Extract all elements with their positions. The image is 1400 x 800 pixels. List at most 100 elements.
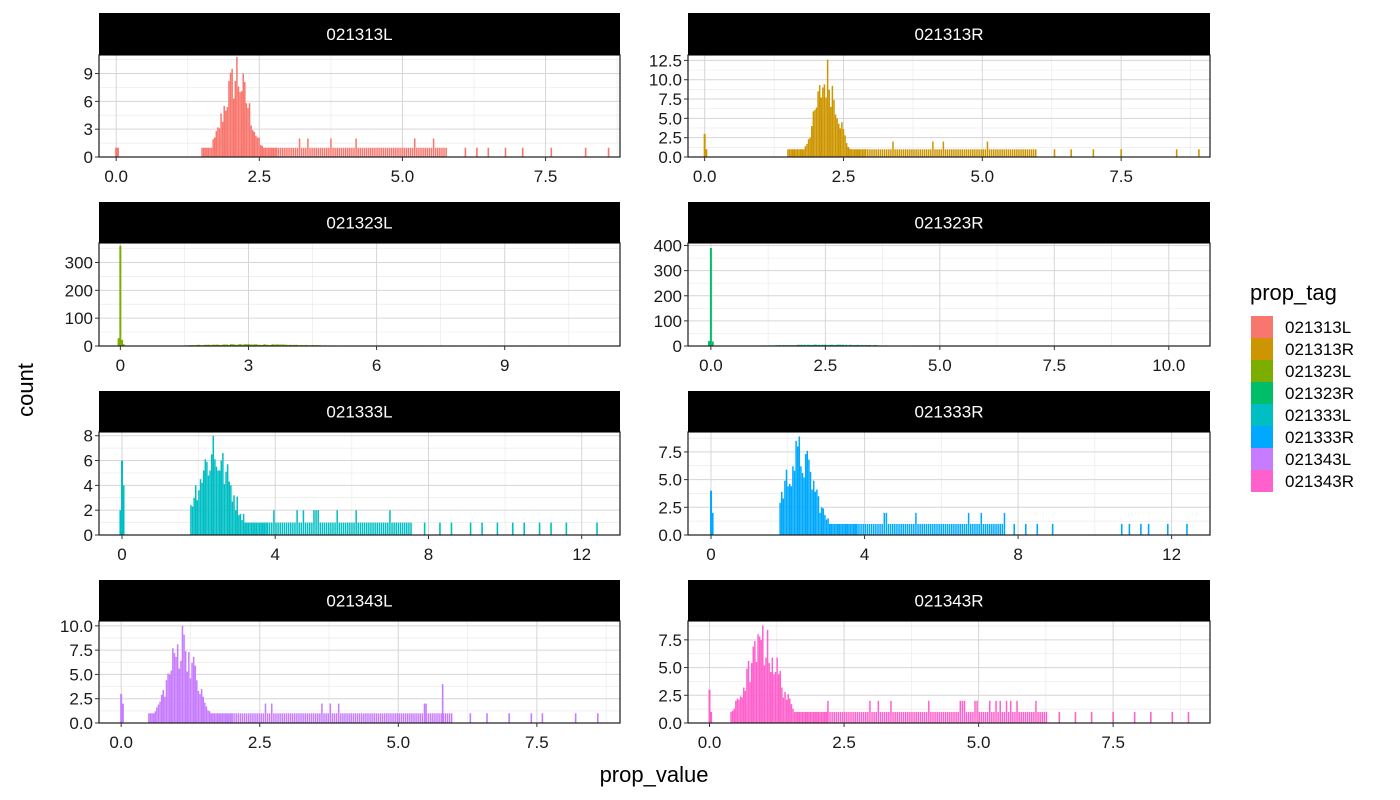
histogram-bar (934, 523, 936, 535)
histogram-bar (206, 461, 208, 535)
histogram-bar (220, 460, 223, 535)
histogram-bar (921, 711, 924, 723)
histogram-bar (736, 698, 739, 723)
histogram-bar (942, 523, 945, 535)
legend-entry: 021313L (1251, 316, 1351, 338)
histogram-bar (210, 713, 212, 723)
histogram-bar (1024, 711, 1027, 723)
histogram-bar (254, 522, 256, 535)
histogram-bar (984, 711, 987, 723)
histogram-bar (291, 713, 294, 723)
legend-entry: 021313R (1251, 338, 1354, 360)
histogram-bar (378, 147, 380, 157)
histogram-bar (270, 147, 273, 157)
histogram-bar (957, 149, 959, 157)
histogram-bar (315, 147, 318, 157)
histogram-bar (292, 147, 294, 157)
histogram-bar (988, 523, 991, 535)
histogram-bar (928, 700, 930, 723)
histogram-bar (879, 149, 882, 157)
y-axis: 0.0 2.5 5.0 7.5 (658, 631, 688, 733)
histogram-bar (252, 713, 254, 723)
histogram-bar (275, 713, 277, 723)
histogram-bar (351, 522, 353, 535)
histogram-bar (121, 339, 124, 346)
histogram-bar (189, 678, 192, 723)
y-tick-label: 6 (84, 92, 93, 111)
histogram-bar (835, 711, 838, 723)
histogram-bar (792, 708, 794, 723)
histogram-bar (438, 713, 440, 723)
x-tick-label: 0 (706, 545, 715, 564)
histogram-bar (538, 522, 541, 535)
histogram-bar (300, 147, 303, 157)
histogram-bar (942, 711, 945, 723)
legend-entry: 021333R (1251, 426, 1354, 448)
histogram-bar (986, 141, 989, 157)
histogram-bar (607, 147, 610, 157)
histogram-bar (258, 522, 261, 535)
histogram-bar (868, 523, 871, 535)
x-axis: 0.0 2.5 5.0 7.5 (109, 723, 549, 752)
histogram-bar (363, 147, 366, 157)
histogram-bar (982, 523, 985, 535)
histogram-bar (295, 344, 298, 346)
histogram-bar (226, 464, 229, 535)
histogram-bar (773, 674, 775, 723)
histogram-bar (207, 475, 210, 535)
histogram-bar (797, 344, 800, 346)
histogram-bar (1022, 711, 1025, 723)
histogram-bar (298, 138, 301, 157)
histogram-bar (308, 713, 311, 723)
histogram-bar (167, 673, 169, 723)
histogram-bar (296, 713, 298, 723)
histogram-bar (840, 344, 843, 346)
histogram-bar (1035, 700, 1037, 723)
histogram-bar (284, 344, 286, 346)
histogram-bar (223, 713, 225, 723)
histogram-bar (826, 59, 829, 157)
histogram-bar (995, 523, 997, 535)
histogram-bar (792, 466, 794, 535)
histogram-bar (869, 149, 871, 157)
histogram-bar (770, 672, 772, 723)
histogram-bar (822, 87, 824, 157)
histogram-bar (292, 522, 294, 535)
histogram-bar (787, 486, 789, 535)
histogram-bar (266, 147, 268, 157)
histogram-bar (504, 147, 507, 157)
histogram-bar (808, 711, 810, 723)
histogram-bar (390, 713, 392, 723)
histogram-bar (246, 522, 248, 535)
y-tick-label: 0 (84, 526, 93, 545)
histogram-bar (1058, 711, 1061, 723)
histogram-bar (230, 485, 232, 535)
histogram-bar (120, 460, 123, 535)
histogram-bar (1051, 523, 1054, 535)
histogram-bar (946, 149, 949, 157)
facet-strip (99, 580, 620, 621)
histogram-bar (944, 523, 947, 535)
y-tick-label: 0.0 (658, 526, 682, 545)
histogram-bar (980, 711, 983, 723)
histogram-bar (834, 114, 837, 157)
histogram-bar (798, 149, 800, 157)
histogram-bar (335, 713, 338, 723)
histogram-bar (984, 523, 987, 535)
histogram-bar (940, 711, 943, 723)
legend-label: 021333L (1285, 406, 1351, 425)
histogram-bar (1053, 149, 1056, 157)
histogram-bar (980, 512, 983, 535)
x-tick-label: 12 (1162, 545, 1181, 564)
histogram-bar (321, 703, 323, 723)
histogram-bar (788, 149, 791, 157)
histogram-bar (913, 711, 915, 723)
histogram-bar (811, 489, 813, 535)
x-tick-label: 12 (572, 545, 591, 564)
histogram-bar (898, 711, 901, 723)
histogram-bar (1039, 711, 1041, 723)
panel-background (688, 432, 1210, 535)
histogram-bar (803, 711, 805, 723)
x-tick-label: 0 (117, 545, 126, 564)
histogram-bar (239, 344, 242, 346)
